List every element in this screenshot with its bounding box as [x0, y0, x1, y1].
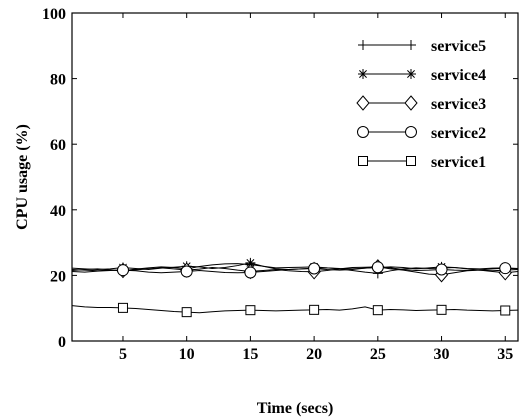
- data-point-square: [406, 156, 416, 166]
- series-service1: [71, 302, 519, 318]
- y-tick-label: 60: [50, 137, 66, 154]
- data-point-square: [358, 156, 368, 166]
- data-point-square: [372, 305, 383, 316]
- series-service2: [71, 261, 519, 279]
- data-point-circle: [180, 265, 193, 278]
- plot-frame: [71, 12, 519, 342]
- x-tick-label: 15: [242, 346, 258, 363]
- data-point-asterisk: [406, 69, 416, 79]
- data-point-square: [245, 305, 256, 316]
- x-tick-label: 5: [119, 346, 127, 363]
- legend-label: service1: [431, 154, 486, 171]
- data-point-circle: [499, 262, 512, 275]
- legend: service5 service4 service3 service2 service1: [356, 38, 486, 171]
- series-line: [71, 305, 519, 314]
- data-point-circle: [405, 126, 417, 138]
- y-tick-label: 0: [58, 334, 66, 351]
- data-point-plus: [406, 40, 416, 50]
- y-tick-label: 40: [50, 203, 66, 220]
- x-tick-label: 25: [370, 346, 386, 363]
- data-point-circle: [244, 266, 257, 279]
- legend-label: service3: [431, 96, 486, 113]
- legend-item-service1: service1: [358, 154, 486, 171]
- data-point-square: [117, 302, 128, 313]
- x-tick-label: 20: [306, 346, 322, 363]
- series-line: [71, 262, 519, 271]
- plot-area: [71, 12, 519, 342]
- legend-label: service5: [431, 38, 486, 55]
- legend-item-service2: service2: [357, 125, 486, 142]
- x-tick-label: 35: [497, 346, 513, 363]
- x-axis-title: Time (secs): [257, 400, 334, 417]
- x-tick-label: 30: [434, 346, 450, 363]
- data-point-circle: [308, 262, 321, 275]
- data-point-square: [436, 304, 447, 315]
- series-layer: [71, 257, 519, 318]
- legend-label: service4: [431, 67, 486, 84]
- legend-label: service2: [431, 125, 486, 142]
- data-point-square: [500, 305, 511, 316]
- legend-item-service3: service3: [356, 95, 486, 113]
- y-tick-label: 20: [50, 268, 66, 285]
- data-point-plus: [358, 40, 368, 50]
- data-point-circle: [116, 264, 129, 277]
- data-point-circle: [435, 263, 448, 276]
- y-tick-label: 80: [50, 72, 66, 89]
- y-axis-title: CPU usage (%): [14, 124, 31, 230]
- data-point-square: [181, 307, 192, 318]
- series-service4: [71, 257, 519, 273]
- data-point-diamond: [404, 95, 418, 111]
- legend-item-service5: service5: [358, 38, 486, 55]
- data-point-circle: [371, 261, 384, 274]
- data-point-diamond: [356, 95, 370, 111]
- data-point-asterisk: [245, 257, 256, 268]
- y-tick-label: 100: [42, 6, 66, 23]
- data-point-square: [309, 304, 320, 315]
- data-point-asterisk: [358, 69, 368, 79]
- data-point-circle: [357, 126, 369, 138]
- axis-ticks: 5 10 15 20 25 30 35 0 20 40 60 80 100: [42, 6, 518, 363]
- legend-item-service4: service4: [358, 67, 486, 84]
- x-tick-label: 10: [179, 346, 195, 363]
